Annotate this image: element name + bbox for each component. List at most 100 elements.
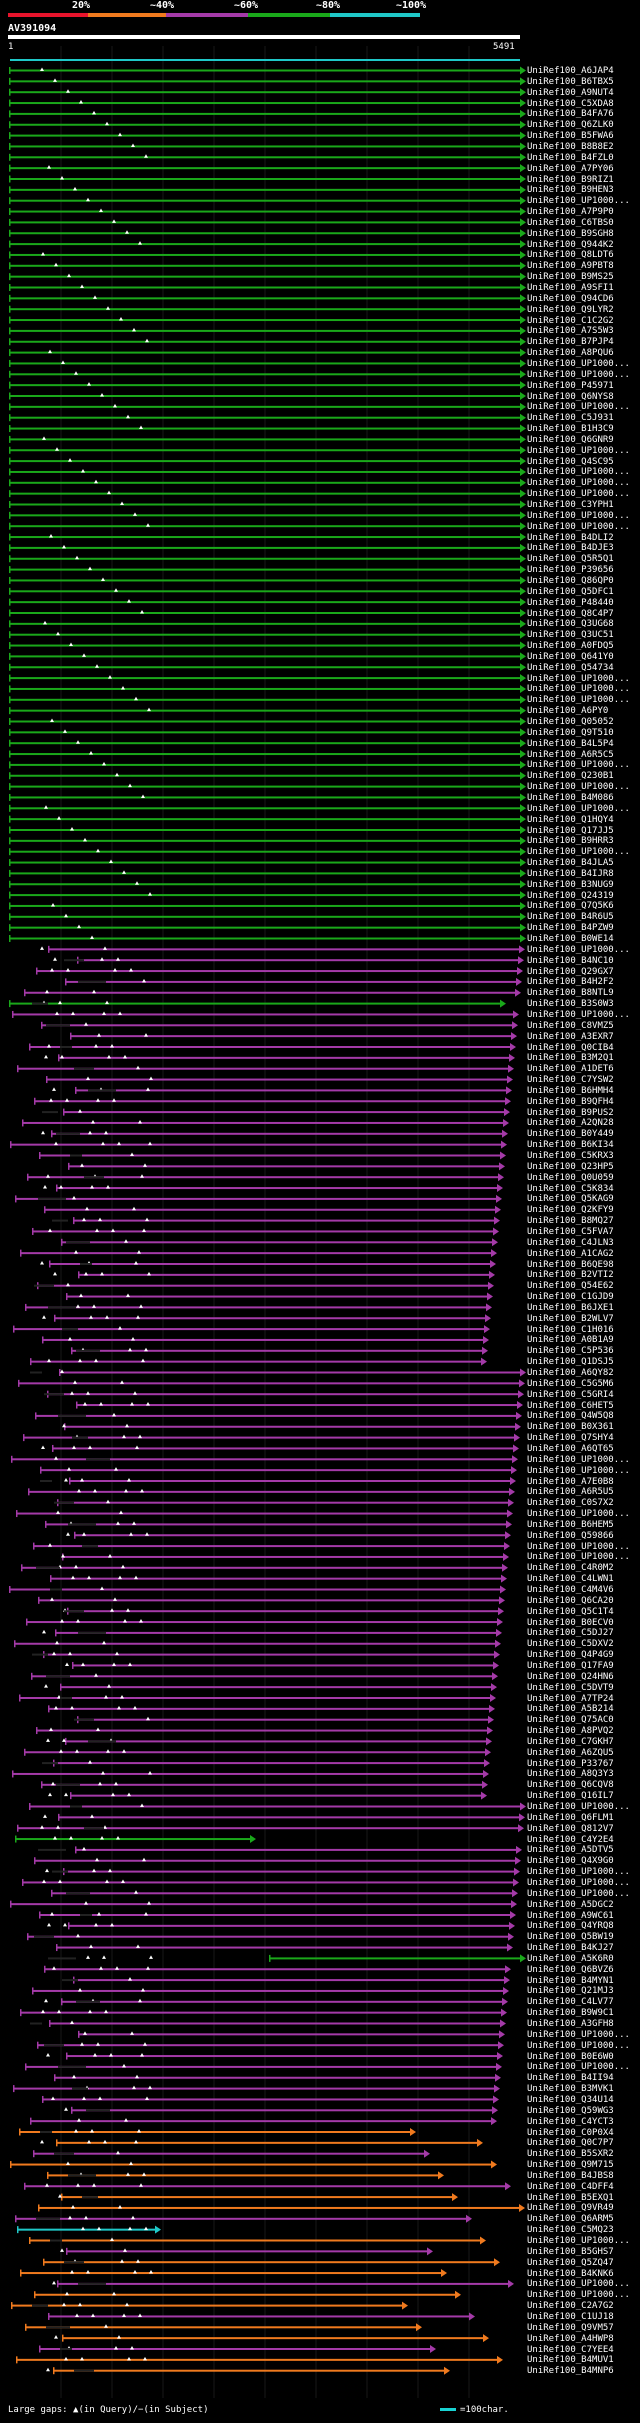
hit-row[interactable] [15, 1194, 502, 1203]
hit-row[interactable] [9, 142, 526, 151]
hit-label[interactable]: UniRef100_A7PY06 [527, 163, 614, 174]
hit-label[interactable]: UniRef100_Q6ARM5 [527, 2214, 614, 2225]
hit-label[interactable]: UniRef100_B4DLI2 [527, 532, 614, 543]
hit-row[interactable] [27, 1173, 504, 1182]
hit-row[interactable] [52, 2279, 514, 2288]
hit-label[interactable]: UniRef100_A3EXR7 [527, 1031, 614, 1042]
hit-label[interactable]: UniRef100_UP1000... [527, 782, 630, 793]
hit-label[interactable]: UniRef100_Q6FLM1 [527, 1812, 614, 1823]
hit-row[interactable] [9, 424, 526, 433]
hit-label[interactable]: UniRef100_Q812V7 [527, 1823, 614, 1834]
hit-row[interactable] [9, 337, 526, 346]
hit-label[interactable]: UniRef100_UP1000... [527, 2029, 630, 2040]
hit-label[interactable]: UniRef100_UP1000... [527, 2290, 630, 2301]
hit-label[interactable]: UniRef100_B7PJP4 [527, 337, 614, 348]
hit-row[interactable] [9, 804, 526, 813]
hit-row[interactable] [36, 967, 523, 976]
hit-label[interactable]: UniRef100_B6HEM5 [527, 1519, 614, 1530]
hit-row[interactable] [9, 66, 526, 75]
hit-row[interactable] [9, 175, 526, 183]
hit-row[interactable] [31, 1672, 498, 1681]
hit-row[interactable] [30, 2117, 497, 2126]
hit-label[interactable]: UniRef100_B2VTI2 [527, 1270, 614, 1281]
hit-row[interactable] [42, 2095, 499, 2104]
hit-row[interactable] [52, 1216, 500, 1225]
hit-label[interactable]: UniRef100_Q1DSJ5 [527, 1357, 614, 1368]
hit-label[interactable]: UniRef100_Q5C1T4 [527, 1606, 614, 1617]
hit-row[interactable] [48, 1791, 487, 1800]
hit-label[interactable]: UniRef100_Q9M715 [527, 2160, 614, 2171]
hit-label[interactable]: UniRef100_Q3UG68 [527, 619, 614, 630]
hit-row[interactable] [17, 2225, 161, 2234]
hit-row[interactable] [9, 120, 526, 129]
hit-label[interactable]: UniRef100_C5GRI4 [527, 1389, 614, 1400]
hit-label[interactable]: UniRef100_B4MYN1 [527, 1975, 614, 1986]
hit-row[interactable] [17, 1824, 524, 1833]
hit-row[interactable] [9, 467, 526, 476]
hit-label[interactable]: UniRef100_B6KI34 [527, 1140, 614, 1151]
hit-label[interactable]: UniRef100_UP1000... [527, 2040, 630, 2051]
hit-row[interactable] [9, 164, 526, 173]
hit-row[interactable] [41, 1444, 519, 1453]
hit-row[interactable] [9, 543, 526, 552]
hit-row[interactable] [45, 1520, 512, 1529]
hit-label[interactable]: UniRef100_C1UJ18 [527, 2311, 614, 2322]
hit-label[interactable]: UniRef100_C0P0X4 [527, 2127, 614, 2138]
hit-row[interactable] [9, 305, 526, 314]
hit-label[interactable]: UniRef100_A6R5C5 [527, 749, 614, 760]
hit-row[interactable] [40, 1260, 496, 1268]
hit-label[interactable]: UniRef100_B9MS25 [527, 272, 614, 283]
hit-row[interactable] [9, 760, 526, 769]
hit-row[interactable] [9, 359, 526, 368]
hit-label[interactable]: UniRef100_Q0U059 [527, 1172, 614, 1183]
hit-row[interactable] [41, 1021, 518, 1030]
hit-label[interactable]: UniRef100_B4MUV1 [527, 2355, 614, 2366]
hit-label[interactable]: UniRef100_UP1000... [527, 1867, 630, 1878]
hit-row[interactable] [16, 1509, 513, 1518]
hit-label[interactable]: UniRef100_A9NUT4 [527, 87, 614, 98]
hit-row[interactable] [46, 1075, 513, 1084]
hit-label[interactable]: UniRef100_Q6CA20 [527, 1595, 614, 1606]
hit-row[interactable] [47, 2171, 444, 2180]
hit-row[interactable] [56, 1943, 513, 1952]
hit-label[interactable]: UniRef100_P48440 [527, 597, 614, 608]
hit-label[interactable]: UniRef100_UP1000... [527, 445, 630, 456]
hit-label[interactable]: UniRef100_Q4W5Q8 [527, 1411, 614, 1422]
hit-label[interactable]: UniRef100_B4KJ27 [527, 1943, 614, 1954]
hit-label[interactable]: UniRef100_Q6GNR9 [527, 434, 614, 445]
hit-label[interactable]: UniRef100_UP1000... [527, 402, 630, 413]
hit-label[interactable]: UniRef100_B4NC10 [527, 955, 614, 966]
hit-row[interactable] [14, 1639, 501, 1648]
hit-label[interactable]: UniRef100_B4H2F2 [527, 977, 614, 988]
hit-row[interactable] [28, 1487, 515, 1496]
hit-label[interactable]: UniRef100_Q59WG3 [527, 2105, 614, 2116]
hit-row[interactable] [24, 2182, 511, 2191]
hit-label[interactable]: UniRef100_Q9LYR2 [527, 304, 614, 315]
hit-row[interactable] [20, 1249, 497, 1258]
hit-label[interactable]: UniRef100_A6ZQU5 [527, 1747, 614, 1758]
hit-label[interactable]: UniRef100_Q5KAG9 [527, 1194, 614, 1205]
hit-label[interactable]: UniRef100_B9RIZ1 [527, 174, 614, 185]
hit-row[interactable] [9, 815, 526, 824]
hit-label[interactable]: UniRef100_UP1000... [527, 1009, 630, 1020]
hit-label[interactable]: UniRef100_Q9T510 [527, 727, 614, 738]
hit-row[interactable] [48, 1704, 495, 1713]
hit-row[interactable] [9, 728, 526, 737]
hit-label[interactable]: UniRef100_C5DXV2 [527, 1639, 614, 1650]
hit-label[interactable]: UniRef100_B9QFH4 [527, 1096, 614, 1107]
hit-label[interactable]: UniRef100_B3S0W3 [527, 999, 614, 1010]
hit-row[interactable] [19, 2128, 416, 2136]
hit-label[interactable]: UniRef100_C6HET5 [527, 1400, 614, 1411]
hit-label[interactable]: UniRef100_Q0CIB4 [527, 1042, 614, 1053]
hit-label[interactable]: UniRef100_C0S7X2 [527, 1498, 614, 1509]
hit-label[interactable]: UniRef100_C5G5M6 [527, 1378, 614, 1389]
hit-label[interactable]: UniRef100_A7S5W3 [527, 326, 614, 337]
hit-label[interactable]: UniRef100_B9W9C1 [527, 2008, 614, 2019]
hit-row[interactable] [9, 207, 526, 216]
hit-label[interactable]: UniRef100_B0WE14 [527, 934, 614, 944]
hit-label[interactable]: UniRef100_B6JXE1 [527, 1302, 614, 1313]
hit-label[interactable]: UniRef100_Q16IL7 [527, 1791, 614, 1802]
hit-row[interactable] [9, 901, 526, 910]
hit-label[interactable]: UniRef100_B5SXR2 [527, 2149, 614, 2160]
hit-row[interactable] [33, 1542, 510, 1551]
